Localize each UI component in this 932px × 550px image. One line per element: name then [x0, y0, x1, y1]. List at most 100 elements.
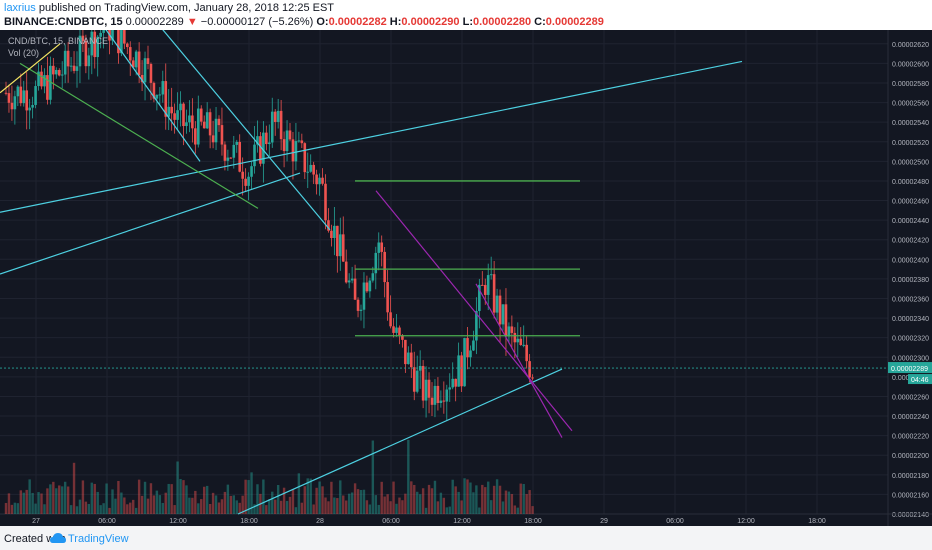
tradingview-brand-link[interactable]: TradingView — [68, 533, 129, 545]
volume-bar — [315, 487, 318, 514]
volume-bar — [232, 495, 235, 514]
volume-bar — [61, 486, 64, 514]
candle-body — [164, 81, 168, 117]
low-value: 0.00002280 — [472, 16, 532, 28]
published-text: published on TradingView.com, January 28… — [38, 2, 335, 14]
candle-body — [386, 282, 389, 313]
y-tick-label: 0.00002600 — [892, 61, 929, 68]
volume-bar — [371, 440, 375, 514]
candle-body — [336, 225, 339, 257]
volume-bar — [217, 502, 221, 514]
volume-bar — [214, 495, 218, 514]
volume-bar — [451, 479, 454, 514]
candle-body — [4, 92, 8, 94]
author-link[interactable]: laxrius — [4, 2, 36, 14]
candle-body — [466, 338, 469, 358]
candle-body — [238, 141, 242, 172]
open-label: O: — [316, 16, 329, 28]
candle-body — [123, 30, 126, 44]
candle-body — [81, 35, 85, 42]
volume-bar — [303, 486, 306, 514]
volume-bar — [146, 498, 150, 514]
x-tick-label: 06:00 — [98, 518, 116, 525]
volume-bar — [238, 502, 241, 514]
candle-body — [463, 338, 466, 387]
candle-body — [333, 225, 336, 239]
trendline-steep-cyan-2 — [105, 30, 201, 162]
candle-body — [371, 273, 375, 281]
channel-purple-upper — [375, 190, 573, 432]
x-tick-label: 18:00 — [240, 518, 258, 525]
candle-body — [318, 177, 321, 185]
volume-bar — [191, 497, 194, 514]
candle-body — [188, 115, 191, 123]
volume-bar — [484, 487, 487, 514]
candle-body — [43, 75, 46, 87]
candle-body — [510, 326, 514, 333]
volume-bar — [31, 492, 34, 514]
volume-bar — [386, 494, 389, 514]
candle-body — [54, 69, 58, 75]
created-with-text: Created with — [4, 533, 66, 545]
x-tick-label: 29 — [600, 518, 608, 525]
y-tick-label: 0.00002420 — [892, 238, 929, 245]
volume-bar — [208, 503, 212, 514]
y-tick-label: 0.00002440 — [892, 218, 929, 225]
volume-bar — [66, 486, 70, 514]
candle-body — [66, 50, 70, 67]
volume-bar — [37, 492, 40, 514]
symbol-line: BINANCE:CNDBTC, 15 0.00002289 ▼ −0.00000… — [4, 16, 604, 28]
volume-bar — [211, 492, 215, 514]
candle-body — [60, 74, 64, 76]
candle-body — [185, 122, 188, 127]
close-label: C: — [534, 16, 546, 28]
volume-bar — [52, 481, 55, 514]
candle-body — [312, 164, 315, 175]
volume-bar — [377, 504, 380, 514]
candle-body — [140, 74, 144, 83]
volume-bar — [318, 481, 321, 514]
candle-body — [377, 242, 381, 253]
volume-bar — [274, 499, 277, 514]
candle-body — [13, 96, 17, 110]
volume-bar — [427, 484, 431, 514]
candle-body — [93, 31, 97, 58]
volume-bar — [140, 495, 144, 514]
candle-body — [330, 230, 333, 239]
candle-body — [99, 32, 102, 37]
candle-body — [279, 110, 283, 140]
y-tick-label: 0.00002520 — [892, 140, 929, 147]
volume-bar — [22, 492, 25, 514]
volume-bar — [365, 500, 369, 514]
candle-body — [442, 400, 446, 402]
candle-body — [350, 278, 354, 281]
volume-bar — [300, 502, 304, 514]
y-tick-label: 0.00002460 — [892, 199, 929, 206]
candle-body — [131, 60, 135, 68]
volume-bar — [28, 479, 31, 514]
close-value: 0.00002289 — [545, 16, 604, 28]
volume-bar — [10, 504, 14, 514]
volume-bar — [297, 473, 301, 514]
volume-bar — [368, 504, 372, 514]
price-chart[interactable]: 0.00002620 0.00002600 0.00002580 0.00002560… — [0, 30, 932, 526]
volume-bar — [132, 499, 135, 514]
volume-bar — [188, 497, 191, 514]
volume-bar — [226, 484, 230, 514]
volume-bar — [342, 495, 345, 514]
volume-bar — [436, 501, 440, 514]
chart-panel[interactable]: 0.00002620 0.00002600 0.00002580 0.00002560… — [0, 30, 932, 526]
candle-body — [507, 326, 511, 337]
volume-bar — [481, 484, 484, 514]
volume-bar — [117, 480, 120, 514]
volume-bar — [416, 491, 419, 514]
volume-bar — [448, 506, 451, 514]
volume-bar — [306, 478, 309, 514]
volume-bar — [421, 488, 425, 514]
volume-bar — [152, 495, 156, 514]
volume-bar — [407, 439, 410, 514]
candle-body — [176, 110, 179, 120]
volume-bar — [241, 495, 244, 514]
candle-body — [226, 157, 230, 161]
channel-purple-lower — [475, 283, 563, 438]
